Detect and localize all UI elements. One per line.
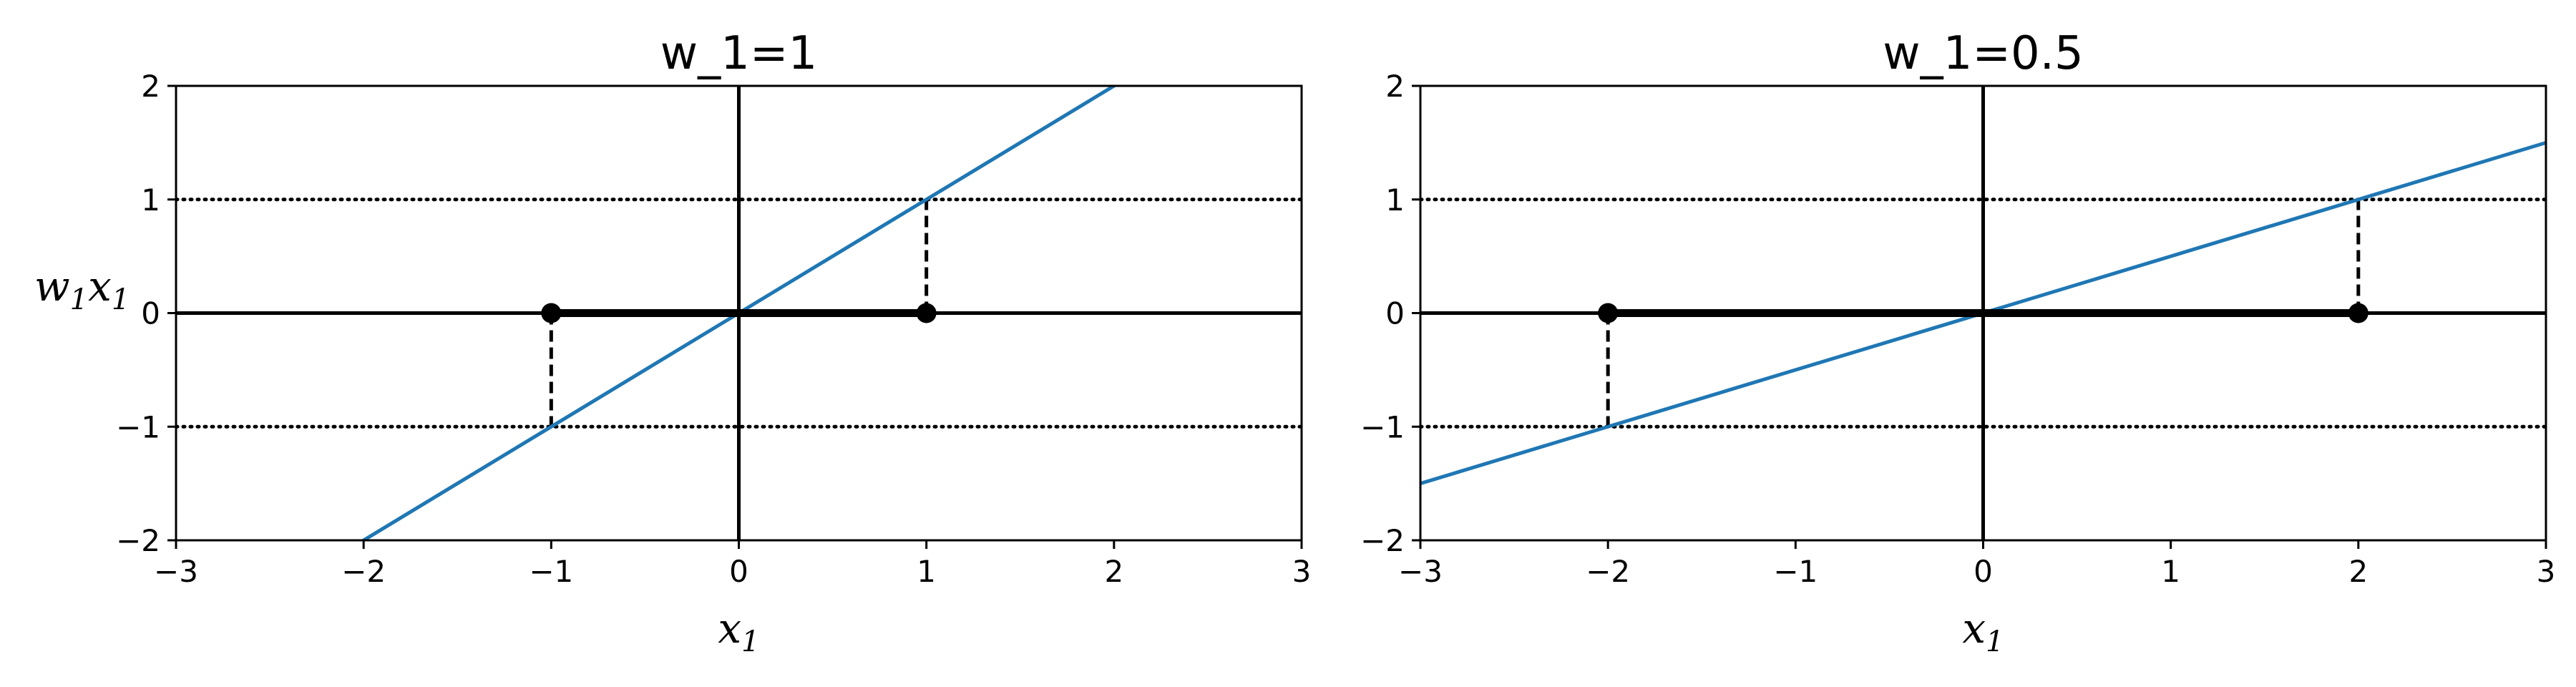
y-axis-label-main: w <box>34 262 70 311</box>
chart-title: w_1=0.5 <box>1883 27 2083 80</box>
x-tick-label: −2 <box>1586 554 1630 589</box>
y-tick-label: −2 <box>1360 523 1405 558</box>
plot-area <box>176 86 1302 540</box>
x-tick-label: 1 <box>917 554 936 589</box>
x-axis-label: x1 <box>718 604 759 658</box>
x-axis-label-subscript: 1 <box>1986 625 2004 658</box>
x-tick-label: −1 <box>529 554 573 589</box>
y-axis-label-variable: x <box>88 262 112 311</box>
data-point <box>541 303 562 323</box>
x-tick-label: 0 <box>1974 554 1993 589</box>
y-axis-label: w1x1 <box>34 262 130 316</box>
chart-title: w_1=1 <box>660 27 817 80</box>
x-tick-label: 1 <box>2161 554 2180 589</box>
y-tick-label: 0 <box>141 296 160 331</box>
y-axis-label-subscript: 1 <box>70 283 88 316</box>
x-tick-label: 2 <box>1104 554 1123 589</box>
x-tick-label: 0 <box>729 554 748 589</box>
x-axis-label: x1 <box>1962 604 2004 658</box>
y-tick-label: 1 <box>1385 182 1405 218</box>
y-axis-label-subscript: 1 <box>112 283 130 316</box>
x-axis-label-main: x <box>718 604 741 653</box>
x-axis-label-subscript: 1 <box>741 625 759 658</box>
y-tick-label: 0 <box>1385 296 1405 331</box>
y-tick-label: 2 <box>141 69 160 104</box>
data-point <box>2348 303 2368 323</box>
x-tick-label: 3 <box>2537 554 2556 589</box>
y-tick-label: 2 <box>1385 69 1405 104</box>
data-point <box>916 303 937 323</box>
y-tick-label: −1 <box>116 409 160 444</box>
x-tick-label: −2 <box>341 554 386 589</box>
x-tick-label: −3 <box>154 554 198 589</box>
data-point <box>1598 303 1619 323</box>
x-tick-label: 2 <box>2348 554 2368 589</box>
plot-area <box>1420 86 2546 540</box>
x-tick-label: 3 <box>1292 554 1312 589</box>
y-tick-label: −2 <box>116 523 160 558</box>
x-axis-label-main: x <box>1962 604 1986 653</box>
y-tick-label: −1 <box>1360 409 1405 444</box>
x-tick-label: −3 <box>1398 554 1443 589</box>
x-tick-label: −1 <box>1773 554 1818 589</box>
y-tick-label: 1 <box>141 182 160 218</box>
